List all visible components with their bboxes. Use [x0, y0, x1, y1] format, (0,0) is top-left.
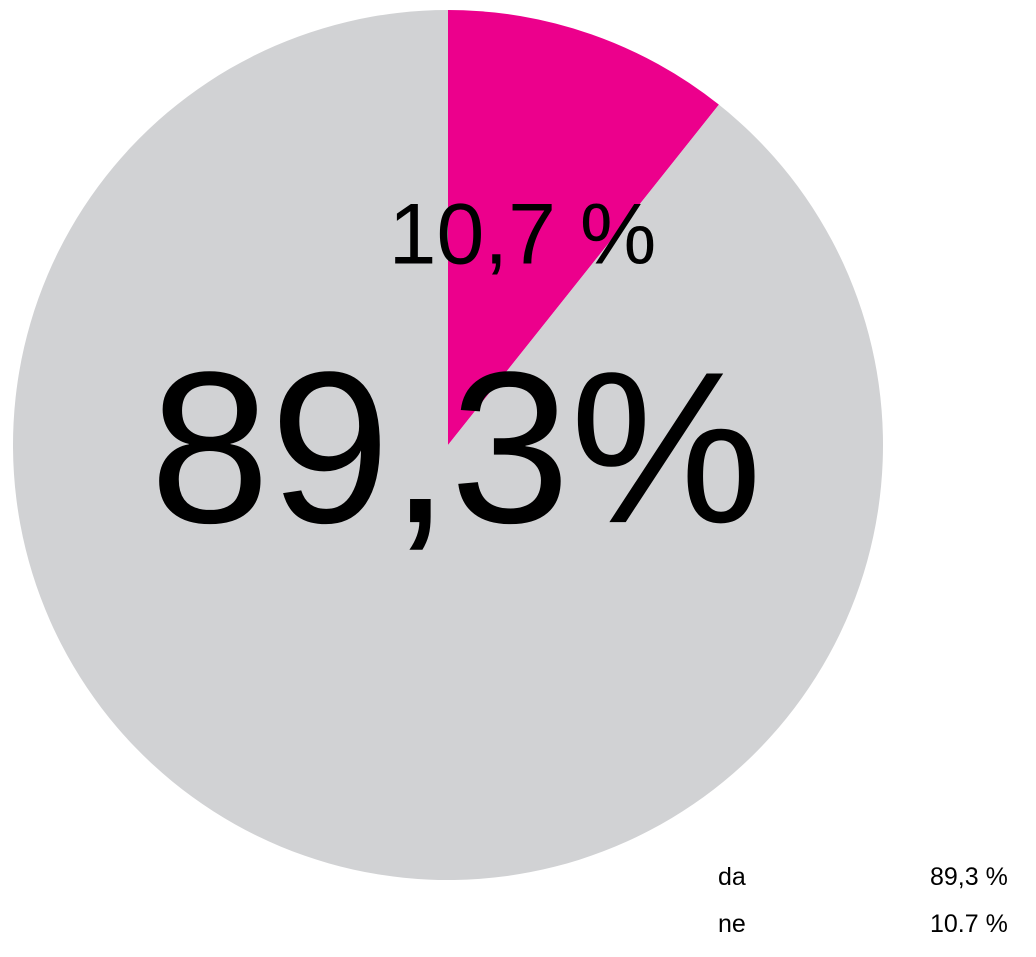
- slice-label-da: 89,3%: [150, 326, 762, 568]
- slice-label-ne: 10,7 %: [389, 186, 657, 282]
- legend-label-da: da: [718, 863, 746, 892]
- legend-value-ne: 10.7 %: [930, 910, 1008, 939]
- legend-row-ne: ne 10.7 %: [718, 910, 1036, 957]
- legend: da 89,3 % ne 10.7 %: [718, 863, 1036, 957]
- legend-row-da: da 89,3 %: [718, 863, 1036, 910]
- legend-value-da: 89,3 %: [930, 863, 1008, 892]
- pie-chart: 10,7 % 89,3%: [0, 0, 1036, 937]
- legend-label-ne: ne: [718, 910, 746, 939]
